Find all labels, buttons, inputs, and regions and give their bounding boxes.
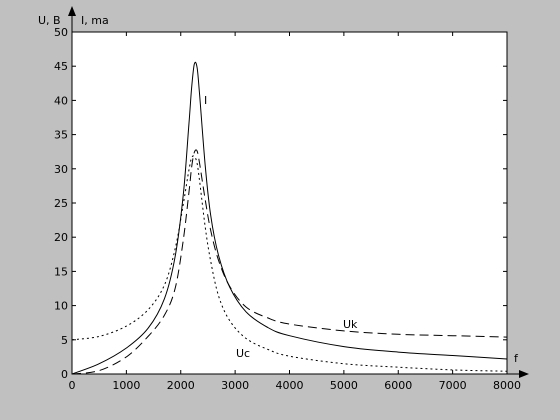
y-tick-label: 15 [54, 265, 68, 278]
y-tick-label: 30 [54, 163, 68, 176]
x-tick-label: 7000 [439, 379, 467, 392]
series-line-i [71, 61, 508, 375]
y-tick-label: 25 [54, 197, 68, 210]
x-tick-label: 3000 [221, 379, 249, 392]
x-axis-arrow-icon [519, 370, 529, 378]
ticks: 0 1000 2000 3000 4000 5000 6000 7000 8000 0 5 10 15 2… [54, 26, 521, 392]
x-tick-label: 1000 [112, 379, 140, 392]
plot-area [71, 31, 508, 375]
y-axis-arrow-icon [68, 6, 76, 16]
y-axis-label-secondary: I, ma [81, 14, 109, 27]
x-tick-label: 2000 [167, 379, 195, 392]
y-tick-label: 35 [54, 129, 68, 142]
series-labels: I Uk Uc [204, 94, 358, 360]
y-tick-label: 0 [61, 368, 68, 381]
y-tick-label: 50 [54, 26, 68, 39]
x-tick-label: 8000 [493, 379, 521, 392]
x-tick-label: 5000 [330, 379, 358, 392]
y-tick-label: 5 [61, 334, 68, 347]
series-group [71, 61, 508, 375]
series-label-uc: Uc [236, 347, 250, 360]
x-tick-label: 6000 [384, 379, 412, 392]
x-tick-label: 4000 [276, 379, 304, 392]
y-tick-label: 20 [54, 231, 68, 244]
y-axis-label: U, B [38, 14, 61, 27]
y-tick-label: 45 [54, 60, 68, 73]
series-label-i: I [204, 94, 207, 107]
y-tick-label: 10 [54, 300, 68, 313]
x-axis-label: f [514, 352, 519, 365]
x-tick-label: 0 [69, 379, 76, 392]
series-line-uk [71, 149, 508, 375]
y-tick-label: 40 [54, 94, 68, 107]
series-label-uk: Uk [343, 318, 358, 331]
